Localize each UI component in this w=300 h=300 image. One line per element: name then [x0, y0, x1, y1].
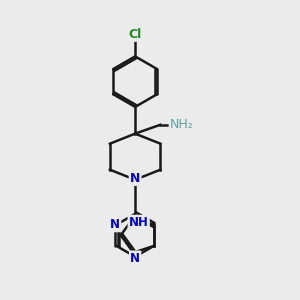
Text: N: N — [110, 218, 120, 231]
Text: Cl: Cl — [128, 28, 142, 40]
Text: NH₂: NH₂ — [170, 118, 194, 131]
Text: N: N — [130, 172, 140, 185]
Text: N: N — [130, 252, 140, 265]
Text: NH: NH — [129, 216, 148, 229]
